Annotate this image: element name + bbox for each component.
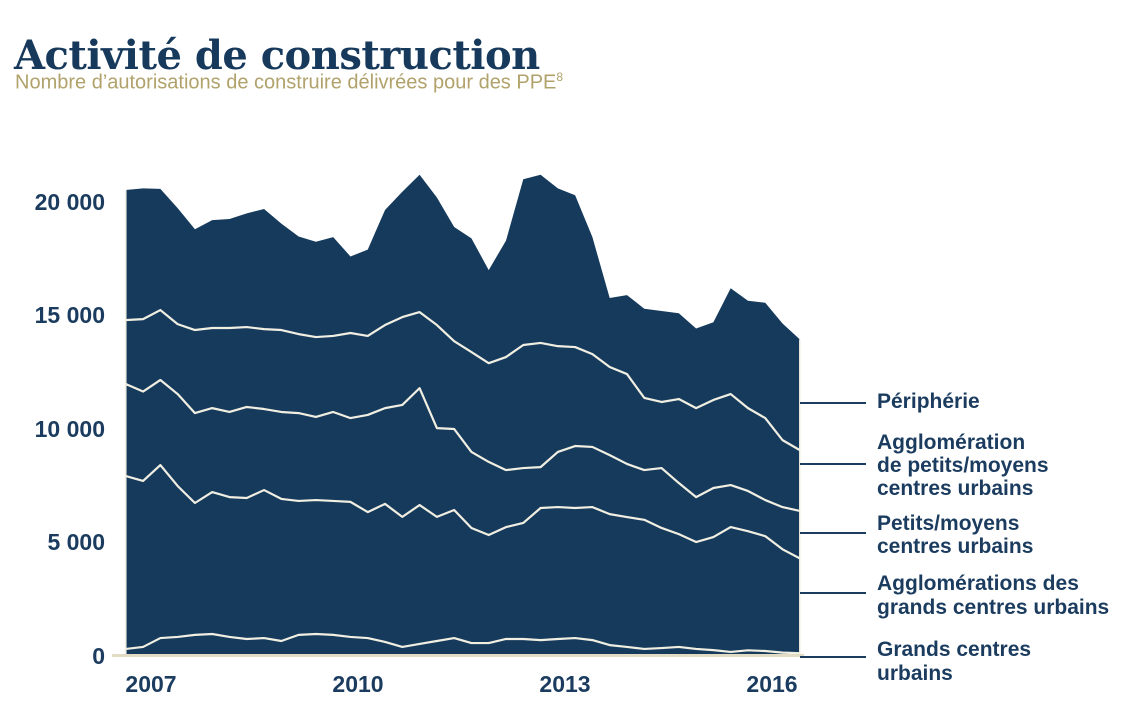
x-axis-label-2016: 2016 (746, 671, 798, 697)
subtitle-text: Nombre d’autorisations de construire dél… (15, 71, 557, 94)
legend-label-agglomeration-petits-moyens: Agglomération de petits/moyens centres u… (877, 431, 1127, 500)
leader-line-grands-centres (800, 656, 866, 658)
band-divider-line (125, 463, 801, 560)
legend-label-line: Agglomération (877, 431, 1026, 454)
legend-label-line: de petits/moyens (877, 454, 1049, 477)
stacked-area-plot (125, 168, 801, 660)
page-title: Activité de construction (14, 31, 540, 79)
legend-label-line: centres urbains (877, 477, 1034, 500)
x-axis-label-2013: 2013 (539, 671, 591, 697)
subtitle-footnote-ref: 8 (556, 70, 564, 84)
legend-label-line: urbains (877, 662, 953, 685)
legend-label-line: Grands centres (877, 638, 1032, 661)
band-divider-line (125, 308, 801, 452)
leader-line-agglomerations-grands (800, 592, 866, 594)
legend-label-agglomerations-grands: Agglomérations des grands centres urbain… (877, 572, 1127, 620)
legend-label-grands-centres: Grands centres urbains (877, 638, 1127, 686)
leader-line-petits-moyens (800, 532, 866, 534)
legend-label-peripherie: Périphérie (877, 390, 1127, 414)
total-area-shape (125, 174, 800, 656)
y-axis-label-10000: 10 000 (34, 416, 105, 442)
leader-line-peripherie (800, 402, 866, 404)
legend-label-line: Périphérie (877, 390, 980, 413)
y-axis-label-15000: 15 000 (34, 302, 105, 328)
legend-label-line: Petits/moyens (877, 512, 1020, 535)
legend-label-petits-moyens: Petits/moyens centres urbains (877, 512, 1127, 558)
x-axis-label-2007: 2007 (125, 671, 177, 697)
leader-line-agglomeration-petits-moyens (800, 463, 866, 465)
band-divider-line (125, 632, 800, 655)
legend-label-line: centres urbains (877, 535, 1034, 558)
x-axis-line (112, 654, 804, 657)
legend-label-line: grands centres urbains (877, 596, 1110, 619)
x-axis-label-2010: 2010 (332, 671, 384, 697)
legend-label-line: Agglomérations des (877, 572, 1079, 595)
y-axis-label-0: 0 (92, 643, 105, 669)
chart-subtitle: Nombre d’autorisations de construire dél… (15, 64, 563, 96)
y-axis-label-20000: 20 000 (34, 189, 105, 215)
y-axis-label-5000: 5 000 (47, 529, 105, 555)
band-divider-line (125, 378, 801, 513)
stacked-area-svg (125, 174, 801, 656)
